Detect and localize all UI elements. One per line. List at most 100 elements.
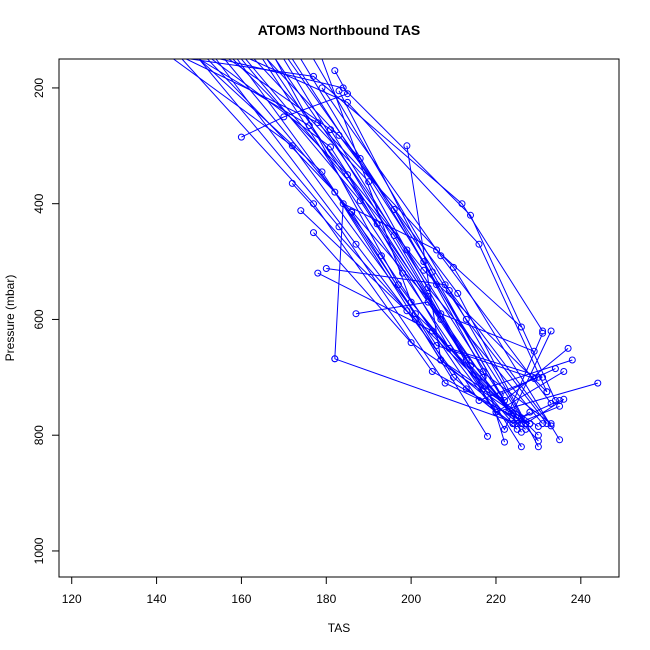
axes-layer: 120 140 160 180 200 220 240 200 400 600 800 1000 <box>32 78 591 606</box>
data-point <box>547 420 555 428</box>
series-line <box>321 87 552 404</box>
data-point <box>335 87 343 95</box>
data-point <box>428 327 436 335</box>
data-point <box>517 323 525 331</box>
series-line <box>330 129 543 424</box>
data-point <box>352 310 360 318</box>
data-point <box>297 207 305 215</box>
data-point <box>424 284 432 292</box>
data-point <box>322 265 330 272</box>
data-point <box>339 200 347 208</box>
series-5 <box>198 59 551 396</box>
data-point <box>517 428 525 436</box>
data-point <box>310 229 317 237</box>
y-tick-label: 800 <box>32 425 46 445</box>
data-point <box>327 126 334 134</box>
series-line <box>283 59 552 431</box>
series-line <box>173 59 539 436</box>
data-point <box>484 432 491 440</box>
series-30 <box>274 59 568 416</box>
series-line <box>317 272 514 414</box>
series-line <box>334 202 522 359</box>
series-33 <box>322 265 555 430</box>
y-axis-label: Pressure (mbar) <box>3 275 17 362</box>
data-point <box>280 113 288 121</box>
x-tick-label: 180 <box>316 592 336 606</box>
y-tick-label: 200 <box>32 78 46 98</box>
data-point <box>344 90 351 98</box>
data-point <box>517 443 525 451</box>
data-point <box>556 436 564 444</box>
series-line <box>300 59 560 419</box>
data-point <box>441 379 449 387</box>
series-36 <box>331 355 564 428</box>
data-point <box>288 142 296 150</box>
series-2 <box>220 59 559 404</box>
data-point <box>237 133 245 141</box>
data-point <box>513 414 521 422</box>
data-point <box>462 315 470 323</box>
series-8 <box>211 59 525 451</box>
series-42 <box>327 126 547 428</box>
data-point <box>547 422 555 430</box>
data-point <box>327 143 334 151</box>
series-line <box>198 59 548 393</box>
x-tick-label: 140 <box>147 592 167 606</box>
data-point <box>556 402 564 410</box>
data-point <box>331 67 339 75</box>
data-point <box>543 388 551 396</box>
chart-title: ATOM3 Northbound TAS <box>258 22 421 38</box>
series-line <box>241 70 349 138</box>
data-point <box>288 179 296 187</box>
x-tick-label: 120 <box>62 592 82 606</box>
data-point <box>475 397 483 404</box>
data-point <box>475 240 483 248</box>
data-point <box>428 368 436 375</box>
series-line <box>313 232 531 425</box>
series-line <box>249 59 548 393</box>
data-point <box>568 356 576 364</box>
data-point <box>530 347 538 355</box>
series-line <box>215 59 514 425</box>
data-point <box>539 329 547 337</box>
data-point <box>467 211 474 219</box>
series-line <box>274 59 565 413</box>
data-point <box>501 425 508 433</box>
data-point <box>594 379 602 387</box>
series-layer <box>173 59 602 451</box>
data-point <box>331 188 339 196</box>
x-axis-label: TAS <box>328 621 350 635</box>
series-line <box>351 210 535 352</box>
series-43 <box>318 84 555 407</box>
series-9 <box>266 59 551 428</box>
y-tick-label: 600 <box>32 309 46 329</box>
series-line <box>236 59 539 402</box>
x-tick-label: 160 <box>231 592 251 606</box>
series-line <box>198 59 531 425</box>
data-point <box>348 207 356 215</box>
data-point <box>437 310 445 318</box>
series-line <box>211 59 522 448</box>
series-line <box>224 59 518 430</box>
data-point <box>407 339 415 347</box>
data-point <box>560 395 568 403</box>
data-point <box>394 281 402 289</box>
data-point <box>445 287 453 294</box>
data-point <box>318 84 326 92</box>
y-tick-label: 1000 <box>32 537 46 564</box>
data-point <box>547 327 555 335</box>
series-line <box>326 268 552 427</box>
data-point <box>501 438 508 446</box>
series-44 <box>335 87 525 436</box>
data-point <box>441 281 449 289</box>
series-31 <box>237 67 351 141</box>
data-point <box>428 268 436 276</box>
series-39 <box>310 229 534 428</box>
data-point <box>314 269 322 277</box>
series-24 <box>291 59 572 404</box>
data-point <box>433 246 441 254</box>
data-point <box>539 420 547 428</box>
data-point <box>437 252 445 260</box>
data-point <box>352 240 360 248</box>
